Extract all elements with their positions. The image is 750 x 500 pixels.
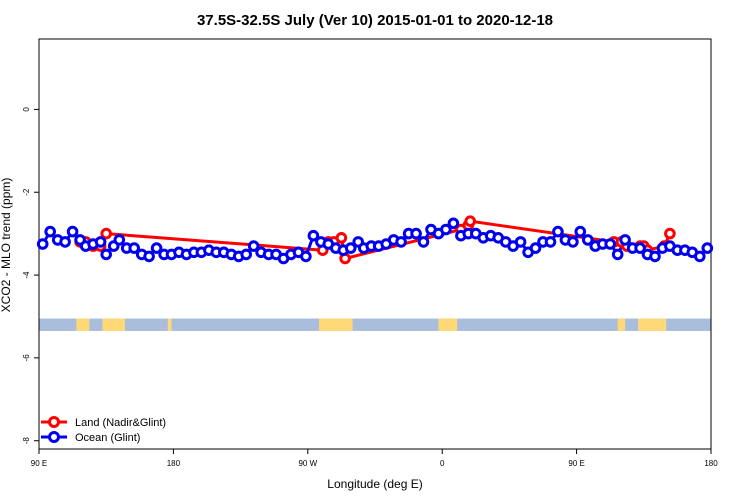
x-axis-label: Longitude (deg E) — [327, 477, 422, 491]
data-point — [701, 242, 714, 254]
data-point — [417, 236, 430, 248]
data-point — [150, 242, 163, 254]
y-axis-ticks: 0 -2 -4 -6 -8 — [22, 107, 39, 445]
y-tick-label: -2 — [22, 188, 31, 196]
data-point — [66, 225, 79, 238]
x-tick-label: 180 — [167, 459, 181, 468]
world-map-strip — [39, 318, 711, 331]
data-point — [611, 248, 624, 261]
map-land-patch — [438, 318, 458, 331]
y-tick-label: -6 — [22, 354, 31, 362]
data-point — [447, 217, 460, 230]
data-point — [100, 248, 112, 261]
data-point — [529, 242, 542, 254]
data-point — [307, 229, 320, 242]
map-land-patch — [102, 318, 125, 331]
legend-marker-ocean — [48, 431, 60, 443]
x-axis-ticks: 90 E 180 90 W 0 90 E 180 — [31, 449, 718, 468]
data-point — [395, 236, 407, 248]
data-point — [94, 236, 107, 248]
data-point — [100, 227, 112, 240]
data-point — [604, 238, 617, 250]
data-point — [247, 240, 260, 252]
data-point — [464, 215, 477, 227]
data-point — [128, 242, 140, 254]
x-tick-label: 180 — [704, 459, 718, 468]
legend: Land (Nadir&Glint) Ocean (Glint) — [41, 416, 166, 444]
legend-label-ocean: Ocean (Glint) — [75, 432, 140, 444]
legend-label-land: Land (Nadir&Glint) — [75, 417, 166, 429]
data-point — [552, 225, 564, 238]
map-land-patch — [319, 318, 353, 331]
data-point — [694, 250, 706, 263]
data-point — [240, 248, 252, 261]
chart-title: 37.5S-32.5S July (Ver 10) 2015-01-01 to … — [197, 12, 553, 29]
data-point — [634, 242, 646, 254]
data-point — [36, 238, 49, 250]
data-point — [582, 234, 594, 246]
data-point — [113, 234, 126, 246]
map-ocean-band — [39, 318, 711, 331]
data-point — [567, 236, 579, 248]
data-point — [574, 225, 587, 238]
data-point — [300, 250, 312, 263]
data-point — [440, 223, 452, 236]
legend-marker-land — [48, 416, 60, 428]
x-tick-label: 0 — [440, 459, 445, 468]
y-tick-label: -8 — [22, 437, 31, 445]
y-tick-label: 0 — [22, 107, 31, 112]
map-land-patch — [76, 318, 90, 331]
data-point — [649, 250, 661, 263]
y-tick-label: -4 — [22, 271, 31, 279]
map-land-patch — [617, 318, 626, 331]
x-tick-label: 90 W — [298, 459, 317, 468]
data-point — [44, 225, 57, 238]
data-point — [335, 232, 348, 244]
data-point — [664, 227, 676, 240]
map-land-patch — [167, 318, 172, 331]
data-point — [619, 234, 631, 246]
data-point — [410, 227, 422, 240]
series-layer — [36, 215, 714, 265]
data-point — [544, 236, 557, 248]
map-land-patch — [638, 318, 667, 331]
data-point — [143, 250, 155, 263]
x-tick-label: 90 E — [31, 459, 47, 468]
data-point — [344, 242, 357, 254]
data-point — [514, 236, 527, 248]
y-axis-label: XCO2 - MLO trend (ppm) — [0, 178, 13, 313]
x-tick-label: 90 E — [568, 459, 584, 468]
data-point — [59, 236, 71, 248]
